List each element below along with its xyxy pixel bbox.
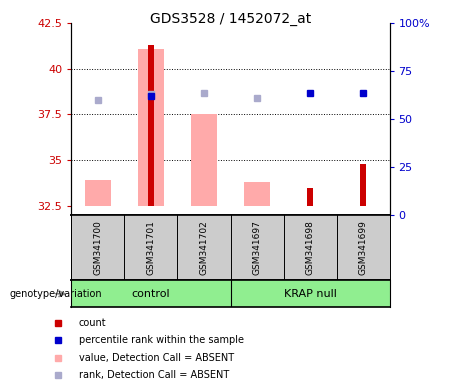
Text: genotype/variation: genotype/variation (9, 289, 102, 299)
Text: KRAP null: KRAP null (284, 289, 337, 299)
Bar (148, 45, 154, 206)
Text: percentile rank within the sample: percentile rank within the sample (78, 335, 243, 346)
Bar (85, 180, 111, 206)
Text: GSM341700: GSM341700 (94, 220, 102, 275)
Bar (307, 188, 313, 206)
Bar (360, 164, 366, 206)
Text: value, Detection Call = ABSENT: value, Detection Call = ABSENT (78, 353, 234, 363)
Bar (244, 182, 270, 206)
Text: count: count (78, 318, 106, 328)
Bar (191, 114, 217, 206)
Text: GSM341697: GSM341697 (253, 220, 261, 275)
Text: control: control (132, 289, 170, 299)
Text: GSM341699: GSM341699 (359, 220, 367, 275)
Text: rank, Detection Call = ABSENT: rank, Detection Call = ABSENT (78, 370, 229, 380)
Text: GSM341698: GSM341698 (306, 220, 314, 275)
Text: GDS3528 / 1452072_at: GDS3528 / 1452072_at (150, 12, 311, 25)
Text: GSM341702: GSM341702 (200, 220, 208, 275)
Bar (138, 49, 164, 206)
Text: GSM341701: GSM341701 (147, 220, 155, 275)
